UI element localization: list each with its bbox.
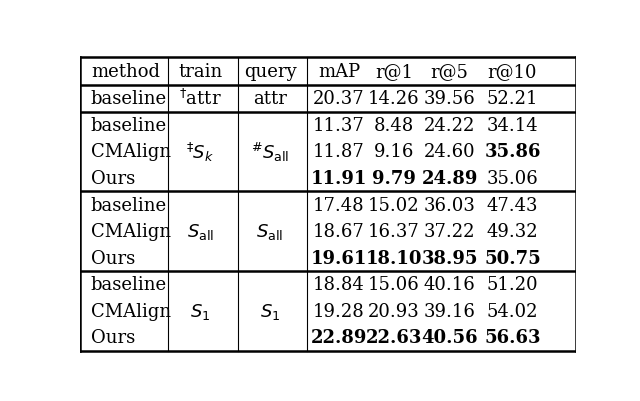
Text: 35.86: 35.86 <box>484 143 541 161</box>
Text: 47.43: 47.43 <box>487 196 538 214</box>
Text: 22.63: 22.63 <box>366 328 422 346</box>
Text: $^{\ddagger}S_k$: $^{\ddagger}S_k$ <box>186 140 214 164</box>
Text: train: train <box>179 63 223 81</box>
Text: 52.21: 52.21 <box>487 90 538 108</box>
Text: 19.61: 19.61 <box>311 249 367 267</box>
Text: 8.48: 8.48 <box>374 117 414 134</box>
Text: 11.37: 11.37 <box>313 117 365 134</box>
Text: $S_{\mathrm{all}}$: $S_{\mathrm{all}}$ <box>187 221 214 241</box>
Text: CMAlign: CMAlign <box>91 143 171 161</box>
Text: $S_1$: $S_1$ <box>260 301 280 321</box>
Text: 51.20: 51.20 <box>486 275 538 294</box>
Text: baseline: baseline <box>91 90 167 108</box>
Text: query: query <box>244 63 296 81</box>
Text: 24.89: 24.89 <box>421 170 477 188</box>
Text: $^{\#}S_{\mathrm{all}}$: $^{\#}S_{\mathrm{all}}$ <box>251 140 289 164</box>
Text: 15.02: 15.02 <box>368 196 420 214</box>
Text: 11.87: 11.87 <box>313 143 365 161</box>
Text: 50.75: 50.75 <box>484 249 541 267</box>
Text: 40.16: 40.16 <box>424 275 476 294</box>
Text: CMAlign: CMAlign <box>91 302 171 320</box>
Text: baseline: baseline <box>91 196 167 214</box>
Text: 54.02: 54.02 <box>487 302 538 320</box>
Text: CMAlign: CMAlign <box>91 223 171 241</box>
Text: r@5: r@5 <box>431 63 468 81</box>
Text: 14.26: 14.26 <box>368 90 420 108</box>
Text: 24.60: 24.60 <box>424 143 476 161</box>
Text: 20.37: 20.37 <box>313 90 365 108</box>
Text: 17.48: 17.48 <box>313 196 365 214</box>
Text: 39.56: 39.56 <box>424 90 476 108</box>
Text: 39.16: 39.16 <box>424 302 476 320</box>
Text: $^{\dagger}$attr: $^{\dagger}$attr <box>179 89 222 109</box>
Text: 36.03: 36.03 <box>424 196 476 214</box>
Text: attr: attr <box>253 90 287 108</box>
Text: Ours: Ours <box>91 170 135 188</box>
Text: 20.93: 20.93 <box>368 302 420 320</box>
Text: 18.84: 18.84 <box>313 275 365 294</box>
Text: 18.67: 18.67 <box>313 223 365 241</box>
Text: Ours: Ours <box>91 328 135 346</box>
Text: 15.06: 15.06 <box>368 275 420 294</box>
Text: $S_{\mathrm{all}}$: $S_{\mathrm{all}}$ <box>257 221 284 241</box>
Text: method: method <box>91 63 160 81</box>
Text: Ours: Ours <box>91 249 135 267</box>
Text: 37.22: 37.22 <box>424 223 476 241</box>
Text: 24.22: 24.22 <box>424 117 476 134</box>
Text: 49.32: 49.32 <box>486 223 538 241</box>
Text: 34.14: 34.14 <box>486 117 538 134</box>
Text: r@1: r@1 <box>375 63 413 81</box>
Text: 18.10: 18.10 <box>365 249 422 267</box>
Text: $S_1$: $S_1$ <box>190 301 211 321</box>
Text: baseline: baseline <box>91 275 167 294</box>
Text: 16.37: 16.37 <box>368 223 420 241</box>
Text: 38.95: 38.95 <box>421 249 478 267</box>
Text: 19.28: 19.28 <box>313 302 365 320</box>
Text: 22.89: 22.89 <box>311 328 367 346</box>
Text: 56.63: 56.63 <box>484 328 541 346</box>
Text: 9.79: 9.79 <box>372 170 416 188</box>
Text: baseline: baseline <box>91 117 167 134</box>
Text: 11.91: 11.91 <box>311 170 367 188</box>
Text: mAP: mAP <box>318 63 360 81</box>
Text: r@10: r@10 <box>488 63 537 81</box>
Text: 40.56: 40.56 <box>421 328 478 346</box>
Text: 9.16: 9.16 <box>374 143 414 161</box>
Text: 35.06: 35.06 <box>486 170 538 188</box>
